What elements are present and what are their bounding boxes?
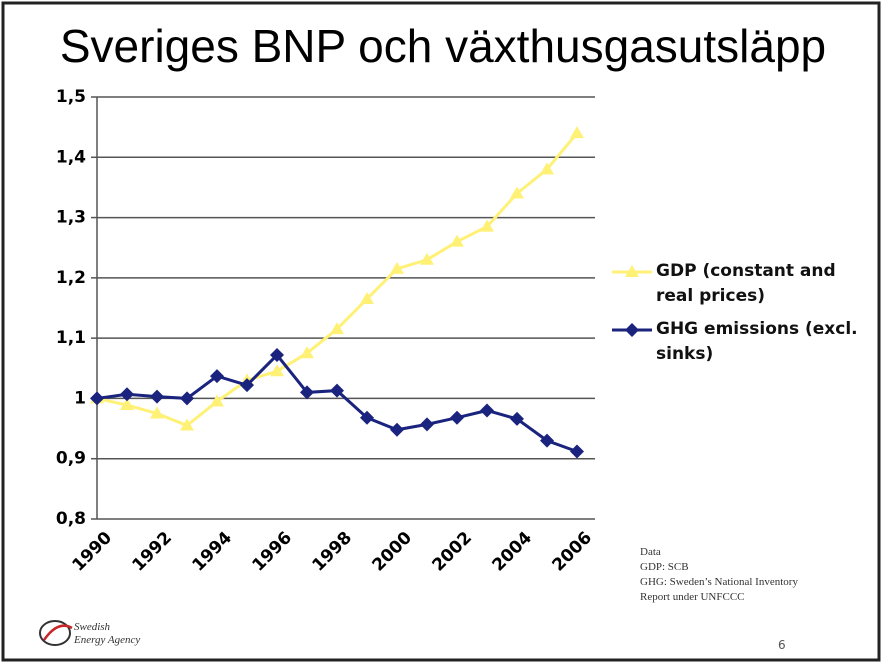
marker xyxy=(210,369,224,384)
marker xyxy=(390,422,404,437)
footnote-line: GDP: SCB xyxy=(640,561,689,573)
marker xyxy=(120,387,134,402)
x-tick-label: 1992 xyxy=(128,528,176,576)
marker xyxy=(330,322,344,335)
footnote-line: Data xyxy=(640,546,661,558)
marker xyxy=(270,348,284,363)
marker xyxy=(180,391,194,406)
legend-item: GDP (constant and real prices) xyxy=(612,259,882,317)
x-tick-label: 1994 xyxy=(188,528,236,576)
x-tick-label: 1998 xyxy=(308,528,356,576)
marker xyxy=(180,418,194,431)
marker xyxy=(625,265,639,277)
chart-title: Sveriges BNP och växthusgasutsläpp xyxy=(60,20,826,72)
logo-text: Swedish xyxy=(74,621,111,633)
marker xyxy=(480,219,494,232)
x-tick-label: 1990 xyxy=(68,528,116,576)
marker xyxy=(540,162,554,175)
footnote-line: GHG: Sweden’s National Inventory xyxy=(640,576,798,588)
legend: GDP (constant and real prices) GHG emissi… xyxy=(612,259,882,375)
legend-key xyxy=(612,323,652,337)
marker xyxy=(625,323,639,337)
marker xyxy=(510,186,524,199)
y-tick-label: 1,3 xyxy=(56,208,86,228)
x-tick-label: 2004 xyxy=(488,528,536,576)
x-tick-label: 2006 xyxy=(548,528,596,576)
marker xyxy=(360,410,374,425)
series-line xyxy=(96,352,578,453)
logo: Swedish Energy Agency xyxy=(74,621,140,647)
marker xyxy=(420,417,434,432)
y-tick-label: 1,2 xyxy=(56,268,86,288)
marker xyxy=(150,406,164,419)
page-number: 6 xyxy=(778,638,786,652)
marker xyxy=(450,410,464,425)
marker xyxy=(330,383,344,398)
marker xyxy=(90,391,104,406)
footnote: Data GDP: SCB GHG: Sweden’s National Inven… xyxy=(640,545,798,605)
legend-label: GHG emissions (excl. sinks) xyxy=(656,319,858,364)
marker xyxy=(360,291,374,304)
footnote-line: Report under UNFCCC xyxy=(640,591,745,603)
marker xyxy=(120,398,134,411)
y-tick-label: 1,4 xyxy=(56,147,86,167)
marker xyxy=(540,433,554,448)
marker xyxy=(570,126,584,139)
marker xyxy=(240,378,254,393)
y-tick-label: 1,5 xyxy=(56,87,86,107)
marker xyxy=(390,261,404,274)
series-line xyxy=(96,132,579,428)
marker xyxy=(300,346,314,359)
legend-label: GDP (constant and real prices) xyxy=(656,261,836,306)
legend-key xyxy=(612,265,652,277)
marker xyxy=(270,364,284,377)
marker xyxy=(210,394,224,407)
y-tick-label: 0,9 xyxy=(56,449,86,469)
x-tick-label: 2002 xyxy=(428,528,476,576)
x-tick-label: 1996 xyxy=(248,528,296,576)
x-tick-label: 2000 xyxy=(368,528,416,576)
y-tick-label: 0,8 xyxy=(56,509,86,529)
marker xyxy=(570,444,584,459)
marker xyxy=(450,234,464,247)
logo-text: Energy Agency xyxy=(74,634,141,646)
logo-mark xyxy=(39,620,73,646)
marker xyxy=(420,252,434,265)
y-tick-label: 1,1 xyxy=(56,328,86,348)
marker xyxy=(510,411,524,426)
marker xyxy=(150,389,164,404)
y-tick-label: 1 xyxy=(74,388,86,408)
legend-item: GHG emissions (excl. sinks) xyxy=(612,317,882,375)
marker xyxy=(300,385,314,400)
marker xyxy=(480,403,494,418)
